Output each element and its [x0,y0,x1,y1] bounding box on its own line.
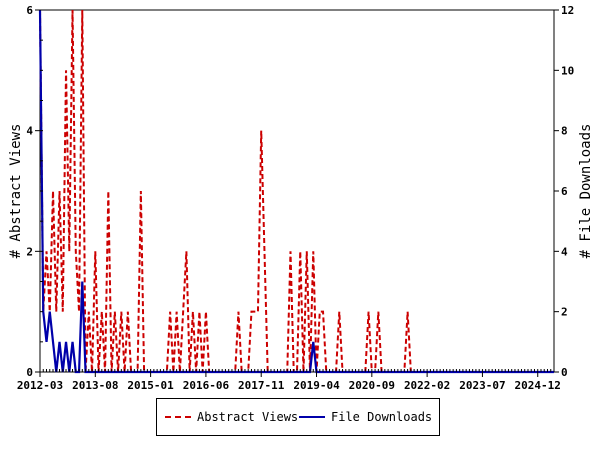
y-axis-left-title: # Abstract Views [8,124,24,259]
legend-swatch-abstract-views [165,416,191,418]
series-line-abstract-views [39,9,554,373]
legend-label-file-downloads: File Downloads [331,410,433,424]
legend-label-abstract-views: Abstract Views [197,410,299,424]
x-tick-label: 2012-03 [17,379,63,392]
plot-area [39,9,555,373]
x-tick-label: 2024-12 [515,379,561,392]
y-left-tick-label: 0 [26,366,33,379]
x-tick-label: 2019-04 [293,379,340,392]
x-tick-label: 2022-02 [404,379,450,392]
x-tick-label: 2013-08 [72,379,118,392]
x-tick-label: 2016-06 [183,379,230,392]
legend-swatch-file-downloads [299,416,325,418]
legend-item-file-downloads: File Downloads [299,410,432,424]
y-right-tick-label: 12 [561,4,574,17]
y-left-tick-label: 4 [26,125,33,138]
y-axis-right: 0 2 4 6 8 10 12 [554,4,574,379]
y-axis-left: 0 2 4 6 [26,4,43,379]
x-axis: 2012-03 2013-08 2015-01 2016-06 2017-11 2019-… [17,369,561,392]
y-left-tick-label: 6 [26,4,33,17]
x-tick-label: 2023-07 [459,379,505,392]
y-right-tick-label: 10 [561,64,574,77]
x-tick-label: 2015-01 [127,379,174,392]
y-left-tick-label: 2 [26,245,33,258]
legend: Abstract Views File Downloads [156,398,440,436]
y-right-tick-label: 6 [561,185,568,198]
legend-item-abstract-views: Abstract Views [165,410,298,424]
x-tick-label: 2017-11 [238,379,285,392]
x-tick-label: 2020-09 [349,379,395,392]
y-right-tick-label: 8 [561,125,568,138]
y-right-tick-label: 2 [561,306,568,319]
y-right-tick-label: 4 [561,245,568,258]
y-right-tick-label: 0 [561,366,568,379]
y-axis-right-title: # File Downloads [578,124,594,259]
